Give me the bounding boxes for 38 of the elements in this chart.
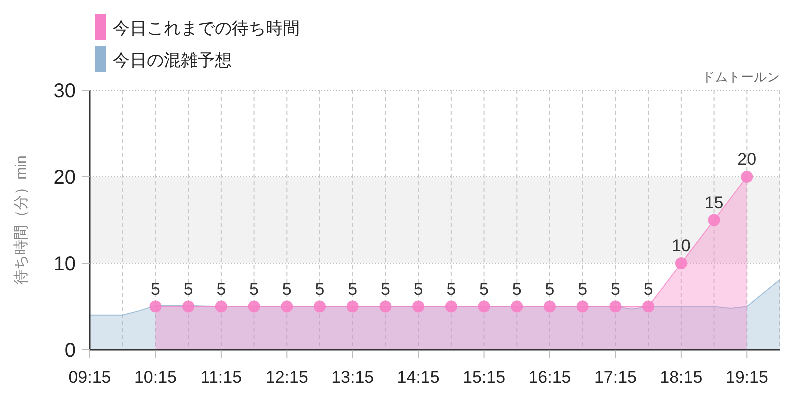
data-label: 5 — [578, 280, 588, 299]
x-tick-label: 14:15 — [397, 368, 440, 387]
data-label: 5 — [512, 280, 522, 299]
x-tick-label: 10:15 — [134, 368, 177, 387]
data-label: 5 — [216, 280, 226, 299]
x-tick-label: 09:15 — [68, 368, 112, 387]
data-label: 5 — [315, 280, 325, 299]
y-axis-title: 待ち時間（分）min — [13, 156, 30, 285]
y-tick-label: 10 — [54, 254, 76, 276]
x-tick-label: 16:15 — [528, 368, 572, 387]
x-tick-label: 11:15 — [200, 368, 242, 387]
data-label: 5 — [414, 280, 424, 299]
chart-title: ドムトールン — [702, 70, 780, 84]
data-label: 5 — [380, 280, 390, 299]
x-tick-label: 17:15 — [594, 368, 637, 387]
x-tick-label: 12:15 — [266, 368, 308, 387]
data-label: 5 — [348, 280, 358, 299]
data-label: 5 — [480, 280, 490, 299]
x-tick-label: 19:15 — [726, 368, 768, 387]
data-label: 5 — [644, 280, 654, 299]
x-tick-label: 15:15 — [463, 368, 506, 387]
data-label: 20 — [738, 150, 757, 169]
data-label: 5 — [282, 280, 292, 299]
x-tick-label: 18:15 — [660, 368, 703, 387]
y-tick-label: 0 — [64, 340, 76, 362]
data-label: 15 — [704, 193, 724, 212]
data-label: 10 — [672, 236, 691, 256]
data-label: 5 — [545, 280, 555, 299]
data-label: 5 — [446, 280, 456, 299]
data-label: 5 — [610, 280, 620, 299]
data-label: 5 — [150, 280, 160, 299]
data-label: 5 — [184, 280, 194, 299]
y-tick-label: 20 — [54, 167, 76, 189]
y-tick-label: 30 — [54, 80, 76, 102]
x-tick-label: 13:15 — [332, 368, 374, 387]
legend-label: 今日これまでの待ち時間 — [113, 19, 300, 38]
legend-label: 今日の混雑予想 — [113, 51, 232, 70]
data-label: 5 — [250, 280, 260, 299]
